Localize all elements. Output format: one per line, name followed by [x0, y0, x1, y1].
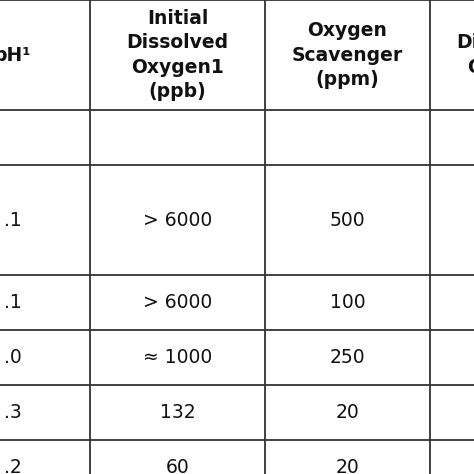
- Text: Final
Dissolved
Oxygen
(ppb): Final Dissolved Oxygen (ppb): [456, 9, 474, 101]
- Text: 20: 20: [336, 458, 359, 474]
- Text: 20: 20: [336, 403, 359, 422]
- Text: > 6000: > 6000: [143, 293, 212, 312]
- Text: .1: .1: [4, 210, 21, 229]
- Text: 500: 500: [330, 210, 365, 229]
- Text: > 6000: > 6000: [143, 210, 212, 229]
- Text: pH¹: pH¹: [0, 46, 31, 64]
- Text: 100: 100: [330, 293, 365, 312]
- Text: .1: .1: [4, 293, 21, 312]
- Text: 132: 132: [160, 403, 195, 422]
- Text: .3: .3: [4, 403, 21, 422]
- Text: 60: 60: [165, 458, 190, 474]
- Text: .0: .0: [4, 348, 21, 367]
- Text: ≈ 1000: ≈ 1000: [143, 348, 212, 367]
- Text: .2: .2: [4, 458, 21, 474]
- Text: Initial
Dissolved
Oxygen1
(ppb): Initial Dissolved Oxygen1 (ppb): [127, 9, 228, 101]
- Text: Oxygen
Scavenger
(ppm): Oxygen Scavenger (ppm): [292, 21, 403, 89]
- Text: 250: 250: [330, 348, 365, 367]
